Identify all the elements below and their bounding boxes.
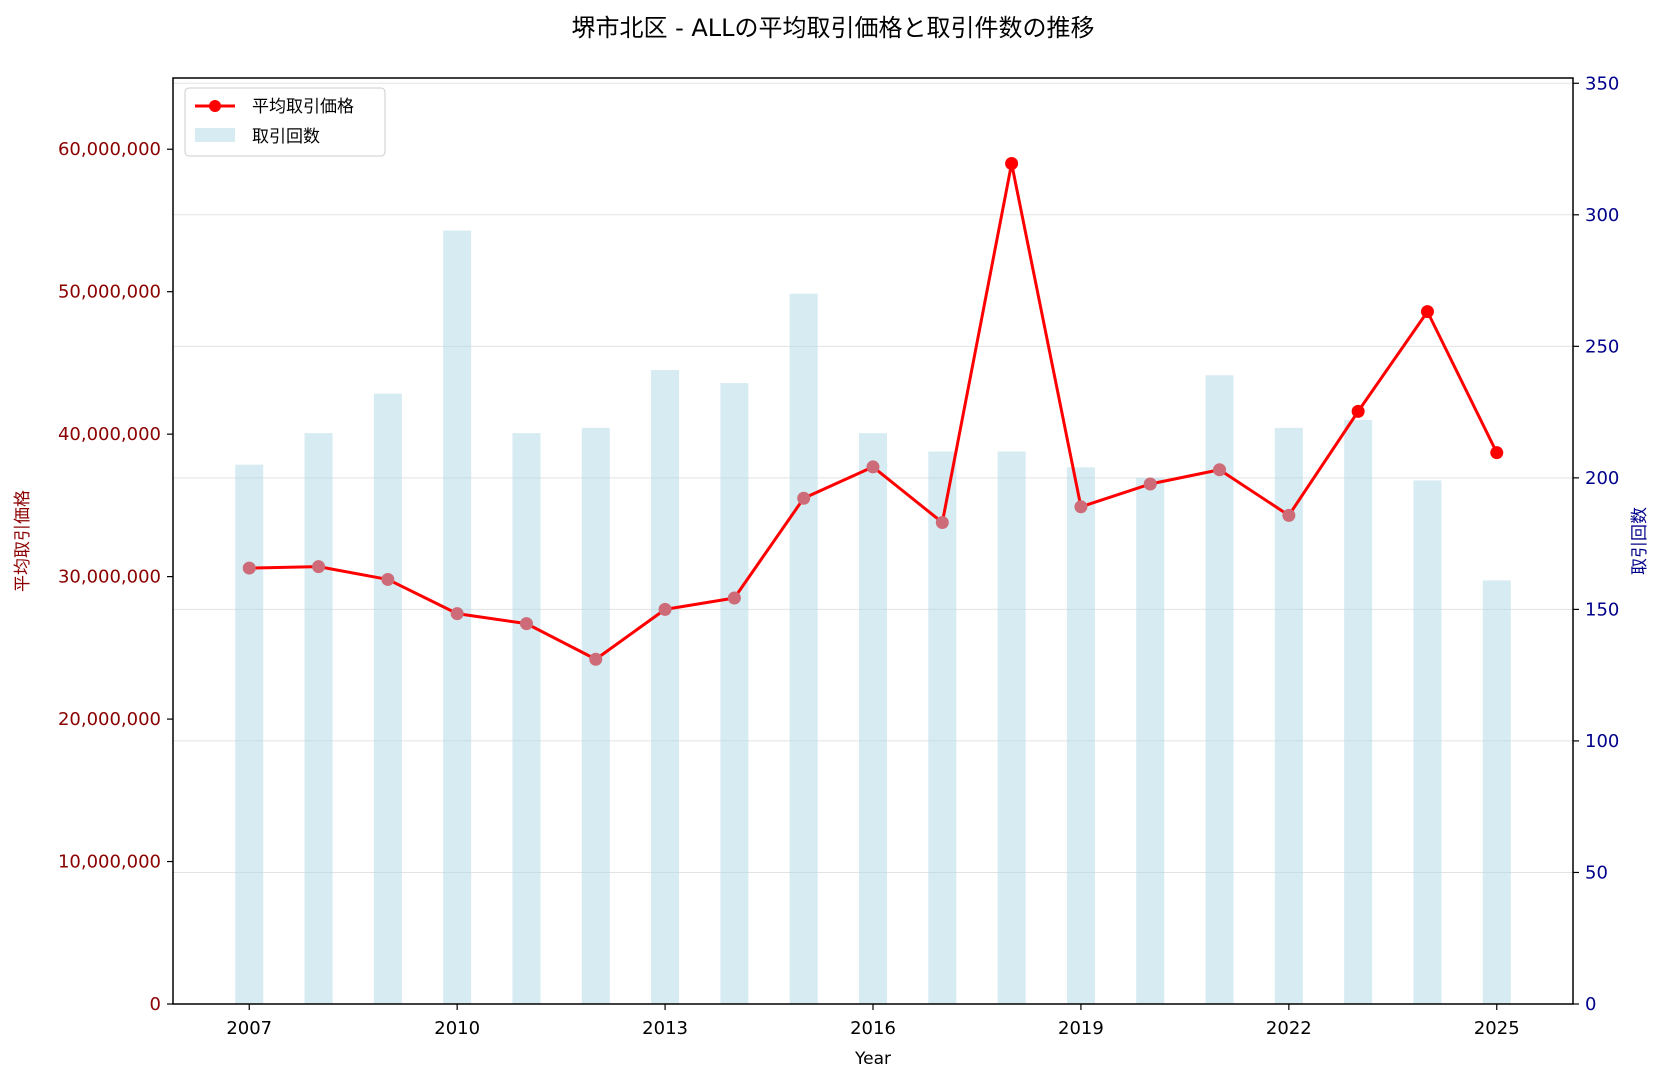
left-tick-label: 50,000,000 xyxy=(58,282,161,303)
price-point xyxy=(1490,446,1504,460)
right-tick-label: 350 xyxy=(1585,73,1619,94)
x-tick-label: 2013 xyxy=(642,1018,688,1039)
bar xyxy=(304,433,333,1004)
legend-marker-swatch xyxy=(209,100,221,112)
x-axis: 2007 2010 2013 2016 2019 2022 2025 xyxy=(226,1004,1520,1039)
right-tick-label: 250 xyxy=(1585,336,1619,357)
bar xyxy=(928,451,957,1004)
left-axis-title: 平均取引価格 xyxy=(13,490,33,592)
price-point xyxy=(658,602,672,616)
price-point xyxy=(1351,404,1365,418)
x-tick-label: 2025 xyxy=(1474,1018,1520,1039)
x-tick-label: 2022 xyxy=(1266,1018,1312,1039)
right-tick-label: 100 xyxy=(1585,731,1619,752)
bar xyxy=(859,433,887,1004)
x-axis-title: Year xyxy=(854,1049,891,1069)
price-point xyxy=(1143,477,1157,491)
price-point xyxy=(312,560,326,574)
bar xyxy=(581,427,610,1004)
left-axis: 0 10,000,000 20,000,000 30,000,000 40,000,00… xyxy=(58,139,173,1015)
right-tick-label: 0 xyxy=(1585,994,1596,1015)
left-tick-label: 0 xyxy=(150,994,161,1015)
bar xyxy=(1482,580,1511,1004)
legend-label-price: 平均取引価格 xyxy=(252,97,354,117)
left-tick-label: 10,000,000 xyxy=(58,852,161,873)
price-point xyxy=(727,591,741,605)
price-point xyxy=(935,515,949,529)
bar xyxy=(1066,467,1095,1004)
right-tick-label: 200 xyxy=(1585,468,1619,489)
bar xyxy=(1344,419,1373,1004)
legend: 平均取引価格 取引回数 xyxy=(184,87,386,157)
left-tick-label: 40,000,000 xyxy=(58,424,161,445)
price-point xyxy=(1213,463,1227,477)
right-tick-label: 300 xyxy=(1585,205,1619,226)
right-tick-label: 50 xyxy=(1585,862,1608,883)
x-tick-label: 2019 xyxy=(1058,1018,1104,1039)
x-tick-label: 2016 xyxy=(850,1018,896,1039)
price-point xyxy=(242,561,256,575)
bar xyxy=(512,433,541,1004)
price-point xyxy=(1282,508,1296,522)
legend-label-count: 取引回数 xyxy=(252,127,320,147)
right-axis: 0 50 100 150 200 250 300 350 xyxy=(1573,73,1619,1015)
price-point xyxy=(450,607,464,621)
bar xyxy=(373,393,402,1004)
price-point xyxy=(866,460,880,474)
bar xyxy=(997,451,1026,1004)
price-point xyxy=(381,572,395,586)
price-point xyxy=(519,617,533,631)
price-point xyxy=(1420,305,1434,319)
price-point xyxy=(797,491,811,505)
right-tick-label: 150 xyxy=(1585,599,1619,620)
price-point xyxy=(1005,156,1019,170)
x-tick-label: 2010 xyxy=(434,1018,480,1039)
line-series xyxy=(242,156,1504,666)
price-point xyxy=(589,652,603,666)
bar-series xyxy=(235,230,1511,1005)
x-tick-label: 2007 xyxy=(226,1018,272,1039)
chart-title: 堺市北区 - ALLの平均取引価格と取引件数の推移 xyxy=(571,14,1094,42)
bar xyxy=(1413,480,1442,1004)
left-tick-label: 20,000,000 xyxy=(58,709,161,730)
right-axis-title: 取引回数 xyxy=(1630,507,1650,575)
bar xyxy=(651,370,680,1004)
bar xyxy=(1205,375,1234,1004)
left-tick-label: 60,000,000 xyxy=(58,139,161,160)
legend-bar-swatch xyxy=(195,128,235,142)
left-tick-label: 30,000,000 xyxy=(58,567,161,588)
bar xyxy=(789,293,818,1004)
price-point xyxy=(1074,500,1088,514)
bar xyxy=(1274,427,1303,1004)
bar xyxy=(720,383,749,1005)
bar xyxy=(1136,477,1165,1004)
bar xyxy=(235,464,264,1005)
